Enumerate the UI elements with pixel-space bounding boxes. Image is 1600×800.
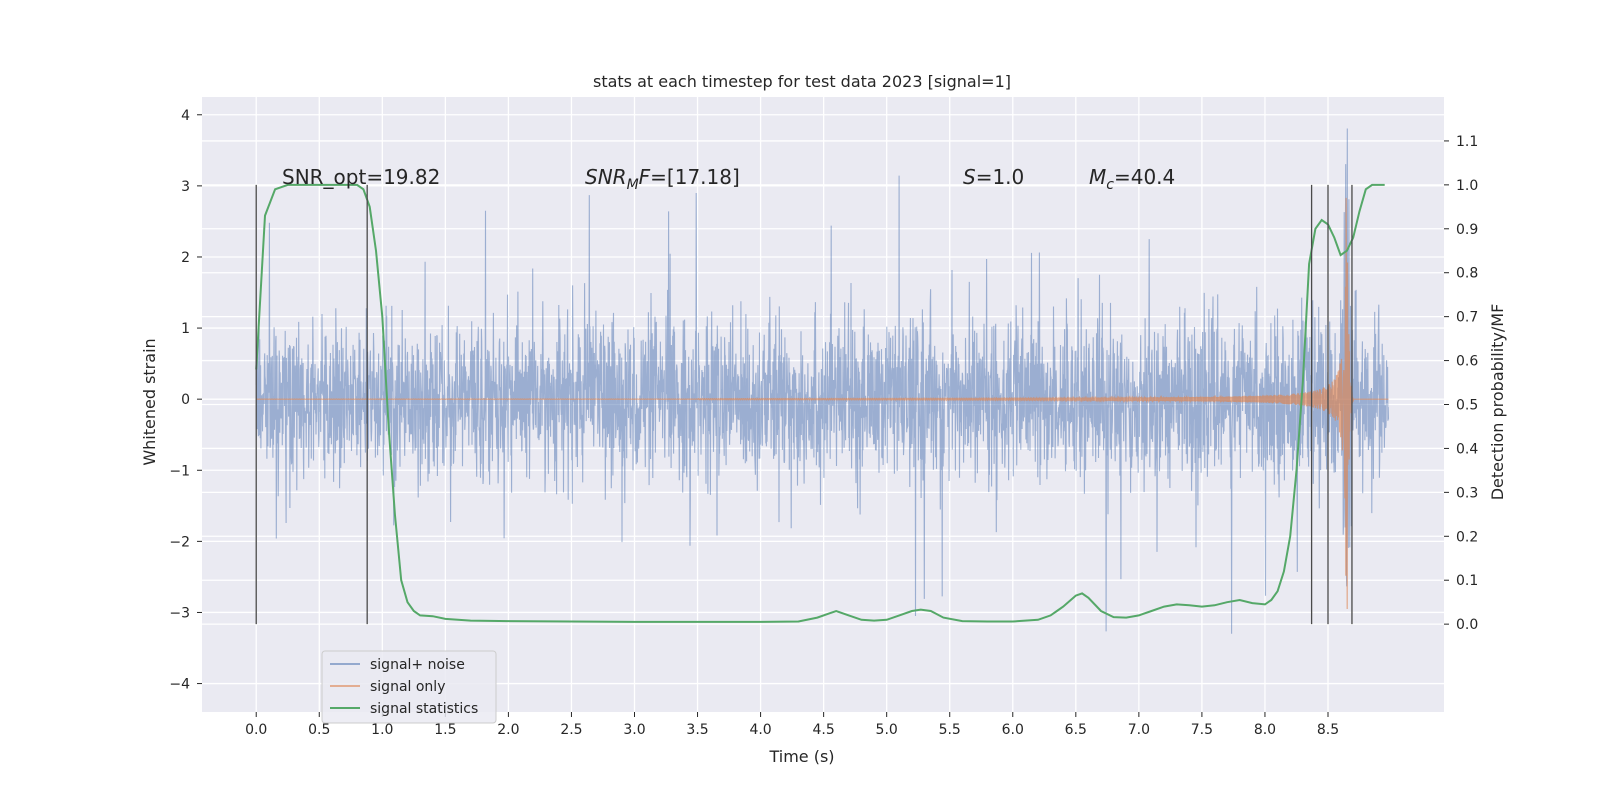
mc-value: =40.4 <box>1114 165 1175 189</box>
y-tick-label-right: 0.6 <box>1456 354 1478 370</box>
x-tick-label: 4.0 <box>749 722 771 738</box>
y-tick-label-right: 0.0 <box>1456 617 1478 633</box>
snr-mf-symbol: SNR <box>585 165 627 189</box>
x-axis-label: Time (s) <box>768 747 834 766</box>
annotation-mc: Mc=40.4 <box>1089 165 1175 193</box>
series-signal-only <box>256 197 1389 610</box>
chart-title: stats at each timestep for test data 202… <box>593 72 1011 91</box>
y-tick-label-left: 3 <box>181 179 190 195</box>
s-value: =1.0 <box>976 165 1025 189</box>
x-tick-label: 7.0 <box>1128 722 1150 738</box>
x-tick-label: 5.5 <box>939 722 961 738</box>
y-tick-label-left: 4 <box>181 108 190 124</box>
x-tick-label: 8.5 <box>1317 722 1339 738</box>
x-tick-label: 2.0 <box>497 722 519 738</box>
data-layer <box>255 128 1390 634</box>
x-tick-label: 2.5 <box>560 722 582 738</box>
x-tick-label: 3.5 <box>686 722 708 738</box>
legend-label-signal-only: signal only <box>370 679 445 695</box>
mc-subscript: c <box>1106 177 1114 193</box>
legend-label-signal-noise: signal+ noise <box>370 657 465 673</box>
x-tick-label: 8.0 <box>1254 722 1276 738</box>
x-tick-label: 5.0 <box>876 722 898 738</box>
y-tick-label-right: 1.0 <box>1456 178 1478 194</box>
legend-box <box>321 650 497 724</box>
y-tick-label-right: 0.5 <box>1456 398 1478 414</box>
legend-label-signal-statistics: signal statistics <box>370 701 478 717</box>
x-tick-label: 0.0 <box>245 722 267 738</box>
mc-symbol: M <box>1089 165 1106 189</box>
y-tick-label-right: 0.4 <box>1456 441 1478 457</box>
y-tick-label-right: 1.1 <box>1456 134 1478 150</box>
y-tick-label-right: 0.3 <box>1456 485 1478 501</box>
legend: signal+ noise signal only signal statist… <box>321 650 497 724</box>
y-axis-label-right: Detection probability/MF <box>1488 304 1507 501</box>
annotation-snr-mf: SNRMF=[17.18] <box>585 165 740 193</box>
y-tick-label-right: 0.2 <box>1456 529 1478 545</box>
y-tick-label-right: 0.8 <box>1456 266 1478 282</box>
snr-mf-F: F <box>639 165 651 189</box>
y-tick-label-right: 0.7 <box>1456 310 1478 326</box>
y-tick-label-left: 1 <box>181 321 190 337</box>
y-tick-label-left: 2 <box>181 250 190 266</box>
x-tick-label: 0.5 <box>308 722 330 738</box>
y-tick-label-left: −4 <box>169 677 190 693</box>
axes: 0.0 0.5 1.0 1.5 2.0 2.5 3.0 3.5 4.0 4.5 5.0 5.5 6.0 6… <box>169 108 1478 738</box>
annotation-s: S=1.0 <box>963 165 1024 189</box>
y-tick-label-left: −1 <box>169 463 190 479</box>
x-tick-label: 3.0 <box>623 722 645 738</box>
x-tick-label: 7.5 <box>1191 722 1213 738</box>
x-tick-label: 6.5 <box>1065 722 1087 738</box>
series-signal-noise <box>255 128 1390 634</box>
annotation-snr-opt: SNR_opt=19.82 <box>282 165 440 189</box>
snr-mf-subscript: M <box>627 177 639 193</box>
snr-mf-value: =[17.18] <box>650 165 740 189</box>
y-tick-label-left: 0 <box>181 392 190 408</box>
x-tick-label: 4.5 <box>812 722 834 738</box>
y-tick-label-right: 0.9 <box>1456 222 1478 238</box>
s-symbol: S <box>963 165 976 189</box>
x-tick-label: 1.0 <box>371 722 393 738</box>
y-axis-label-left: Whitened strain <box>140 338 159 465</box>
series-signal-statistics <box>255 183 1385 623</box>
y-tick-label-left: −3 <box>169 605 190 621</box>
y-tick-label-right: 0.1 <box>1456 573 1478 589</box>
x-tick-label: 6.0 <box>1002 722 1024 738</box>
y-tick-label-left: −2 <box>169 534 190 550</box>
x-tick-label: 1.5 <box>434 722 456 738</box>
